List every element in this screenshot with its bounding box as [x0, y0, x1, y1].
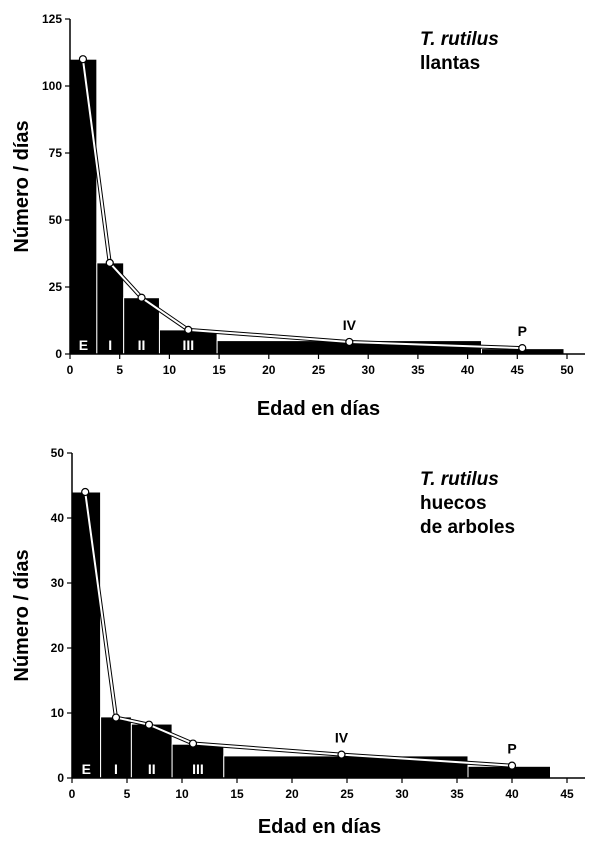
- stage-label: P: [518, 323, 527, 339]
- point: [111, 713, 121, 722]
- stage-label: II: [148, 761, 156, 777]
- line: [84, 491, 513, 767]
- point: [105, 258, 114, 267]
- y-tick-label: 50: [51, 446, 65, 460]
- y-tick-label: 10: [51, 706, 65, 720]
- point: [144, 720, 154, 729]
- x-tick-label: 25: [312, 363, 326, 377]
- x-tick-label: 20: [262, 363, 276, 377]
- x-tick-label: 45: [560, 787, 574, 801]
- stage-label: III: [192, 761, 204, 777]
- stage-label: I: [114, 761, 118, 777]
- point: [81, 487, 90, 497]
- stage-label: E: [79, 337, 88, 353]
- y-tick-label: 20: [51, 641, 65, 655]
- y-tick-label: 30: [51, 576, 65, 590]
- annotation: huecos: [420, 493, 487, 514]
- y-tick-label: 125: [42, 12, 62, 26]
- stage-label: IV: [343, 317, 357, 333]
- x-tick-label: 35: [450, 787, 464, 801]
- y-axis-label: Número / días: [11, 120, 33, 252]
- point: [345, 337, 354, 347]
- x-tick-label: 15: [212, 363, 226, 377]
- stage-label: IV: [335, 730, 349, 746]
- stage-label: III: [182, 337, 194, 353]
- stage-label: E: [82, 761, 91, 777]
- x-tick-label: 25: [340, 787, 354, 801]
- annotation: de arboles: [420, 517, 515, 538]
- stage-label: I: [108, 337, 112, 353]
- x-tick-label: 0: [69, 787, 76, 801]
- x-tick-label: 45: [511, 363, 525, 377]
- x-tick-label: 40: [505, 787, 519, 801]
- y-tick-label: 75: [49, 146, 63, 160]
- stage-label: P: [507, 741, 516, 757]
- x-axis-label: Edad en días: [257, 398, 380, 420]
- y-tick-label: 0: [57, 771, 64, 785]
- y-tick-label: 40: [51, 511, 65, 525]
- x-tick-label: 30: [395, 787, 409, 801]
- point: [337, 750, 346, 759]
- bar: [69, 58, 98, 355]
- x-tick-label: 10: [175, 787, 189, 801]
- x-tick-label: 5: [116, 363, 123, 377]
- annotation: T. rutilus: [420, 29, 499, 50]
- annotation: llantas: [420, 53, 480, 74]
- x-tick-label: 30: [362, 363, 376, 377]
- y-tick-label: 100: [42, 79, 62, 93]
- annotation: T. rutilus: [420, 469, 499, 490]
- bar: [96, 262, 125, 355]
- x-tick-label: 50: [560, 363, 574, 377]
- x-tick-label: 0: [67, 363, 74, 377]
- y-tick-label: 0: [55, 347, 62, 361]
- line: [81, 59, 523, 350]
- y-axis-label: Número / días: [11, 549, 33, 681]
- x-tick-label: 20: [285, 787, 299, 801]
- point: [78, 55, 88, 64]
- point: [507, 761, 517, 770]
- point: [188, 739, 198, 748]
- stage-label: II: [138, 337, 146, 353]
- x-tick-label: 10: [163, 363, 177, 377]
- point: [184, 325, 193, 334]
- x-tick-label: 40: [461, 363, 475, 377]
- bar: [71, 491, 102, 779]
- x-tick-label: 35: [411, 363, 425, 377]
- x-tick-label: 15: [230, 787, 244, 801]
- x-tick-label: 5: [124, 787, 131, 801]
- y-tick-label: 25: [49, 280, 63, 294]
- point: [518, 344, 527, 353]
- point: [137, 293, 146, 302]
- y-tick-label: 50: [49, 213, 63, 227]
- line-outline: [80, 58, 523, 351]
- bar: [100, 716, 132, 779]
- x-axis-label: Edad en días: [258, 816, 381, 838]
